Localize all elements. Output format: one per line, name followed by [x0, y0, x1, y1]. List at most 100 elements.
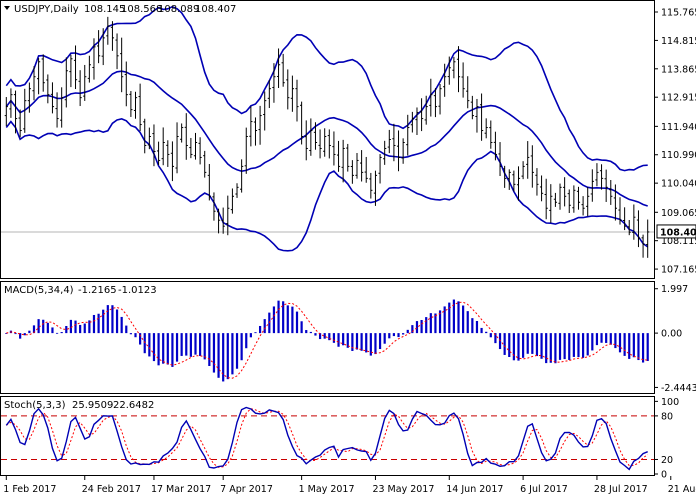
- macd-bar: [614, 333, 617, 349]
- macd-bar: [425, 317, 428, 334]
- macd-bar: [628, 333, 631, 359]
- bollinger-lower-line: [5, 118, 649, 252]
- price-bar: [216, 208, 221, 234]
- macd-bar: [503, 333, 506, 355]
- price-bar: [595, 163, 599, 187]
- price-bar: [443, 63, 447, 97]
- price-bar: [184, 113, 188, 160]
- price-bar: [512, 170, 516, 192]
- price-bar: [258, 105, 262, 145]
- macd-bar: [646, 333, 649, 362]
- price-bar: [590, 169, 594, 202]
- price-tick-label: 110.990: [661, 150, 696, 161]
- price-bar: [9, 88, 13, 118]
- price-bar: [646, 219, 650, 258]
- macd-bar: [489, 333, 492, 338]
- macd-bar: [623, 333, 626, 356]
- price-bar: [156, 141, 161, 166]
- price-bar: [175, 122, 179, 174]
- macd-bar: [199, 333, 202, 356]
- price-bar: [576, 186, 581, 210]
- stoch-tick-label: 100: [661, 397, 679, 408]
- macd-bar: [263, 319, 266, 334]
- price-tick-label: 115.765: [661, 8, 696, 19]
- macd-bar: [139, 333, 142, 345]
- price-bar: [526, 141, 530, 179]
- macd-tick-label: 1.997: [661, 284, 688, 295]
- macd-bar: [300, 321, 303, 334]
- price-bar: [350, 160, 354, 184]
- macd-bar: [245, 333, 248, 349]
- time-tick-label: 24 Feb 2017: [82, 484, 141, 495]
- price-bar: [586, 187, 590, 217]
- price-bar: [341, 139, 345, 183]
- macd-bar: [111, 305, 114, 334]
- price-bar: [281, 53, 285, 87]
- price-bar: [503, 165, 507, 188]
- macd-tick-label: 0.00: [661, 329, 682, 340]
- macd-bar: [512, 333, 515, 361]
- stoch-main-line: [5, 406, 648, 471]
- macd-signal-value: -1.0123: [118, 285, 157, 296]
- macd-bar: [309, 331, 312, 334]
- macd-bar: [106, 305, 109, 334]
- low-value: 108.089: [158, 4, 199, 15]
- macd-value: -1.2165: [78, 285, 117, 296]
- price-bars: [4, 16, 650, 258]
- macd-label: MACD(5,34,4): [4, 285, 74, 296]
- macd-bar: [60, 332, 63, 334]
- macd-bar: [79, 324, 82, 334]
- price-bar: [563, 177, 567, 207]
- price-bar: [18, 109, 22, 138]
- stoch-main-value: 25.9509: [72, 400, 113, 411]
- macd-bar: [406, 329, 409, 334]
- macd-bar: [508, 333, 511, 357]
- macd-bar: [378, 333, 382, 350]
- price-bar: [318, 129, 322, 159]
- price-bar: [101, 28, 105, 66]
- macd-bar: [143, 333, 146, 354]
- price-bar: [240, 159, 244, 193]
- price-bar: [221, 207, 225, 234]
- time-tick-label: 1 Feb 2017: [3, 484, 56, 495]
- price-bar: [180, 123, 184, 143]
- macd-bar: [522, 333, 525, 358]
- macd-bar: [46, 322, 49, 334]
- macd-bar: [55, 332, 59, 334]
- stoch-tick-label: 20: [661, 455, 673, 466]
- price-bar: [41, 54, 45, 92]
- macd-bar: [600, 333, 603, 343]
- macd-bar: [42, 319, 45, 334]
- macd-bar: [328, 333, 331, 341]
- price-bar: [364, 156, 368, 183]
- macd-bar: [632, 333, 635, 358]
- price-bar: [641, 234, 645, 258]
- macd-signal-line: [6, 301, 648, 379]
- macd-bar: [609, 333, 612, 345]
- price-bar: [609, 180, 613, 205]
- macd-tick-label: -2.4443: [661, 383, 696, 394]
- chart-menu-icon[interactable]: [4, 6, 10, 10]
- price-tick-label: 110.040: [661, 179, 696, 190]
- bollinger-bands: [5, 5, 649, 252]
- price-bar: [73, 45, 78, 90]
- price-bar: [295, 79, 299, 122]
- price-bar: [549, 184, 553, 223]
- time-tick-label: 14 Jun 2017: [446, 484, 503, 495]
- macd-bar: [563, 333, 566, 360]
- price-bar: [32, 66, 36, 101]
- macd-bar: [397, 333, 400, 338]
- macd-bar: [531, 333, 534, 354]
- stochastic-lines: [1, 406, 654, 471]
- macd-bar: [526, 333, 529, 354]
- macd-bar: [203, 333, 206, 360]
- time-axis-labels: 1 Feb 2017 24 Feb 2017 17 Mar 2017 7 Apr 20…: [3, 476, 696, 495]
- price-bar: [489, 120, 493, 149]
- macd-bar: [332, 333, 336, 343]
- macd-bar: [235, 333, 239, 369]
- macd-bar: [129, 333, 132, 335]
- price-bar: [618, 197, 622, 225]
- time-tick-label: 28 Jul 2017: [594, 484, 648, 495]
- price-axis-labels: 115.765 114.815 113.865 112.915 111.940 110.9…: [655, 8, 696, 481]
